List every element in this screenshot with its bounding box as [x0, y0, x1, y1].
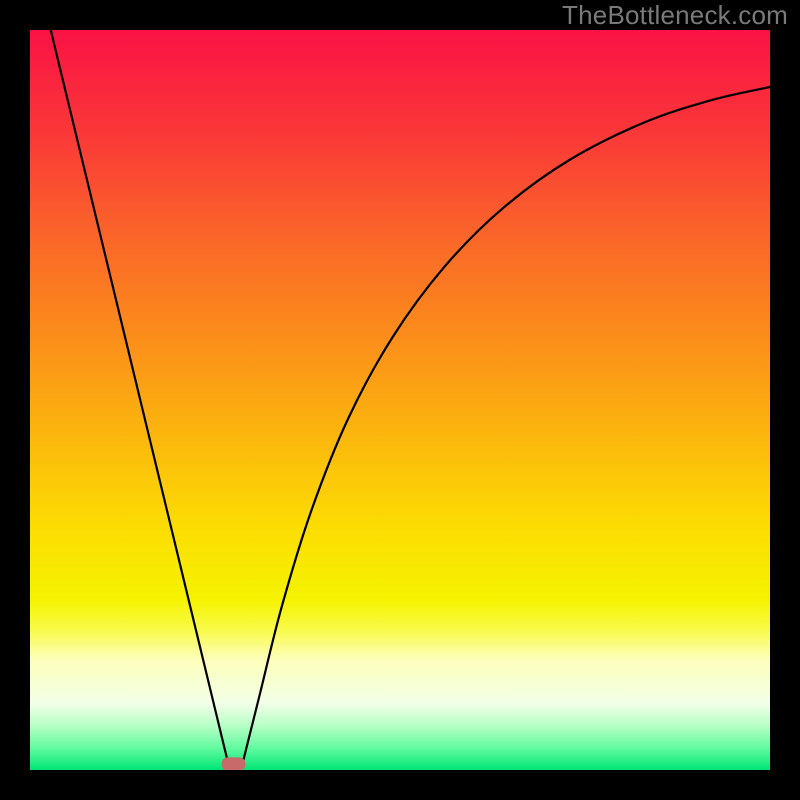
- optimal-point-marker: [222, 757, 246, 770]
- bottleneck-chart: [30, 30, 770, 770]
- plot-area: [30, 30, 770, 770]
- watermark-text: TheBottleneck.com: [562, 0, 788, 31]
- chart-frame: TheBottleneck.com: [0, 0, 800, 800]
